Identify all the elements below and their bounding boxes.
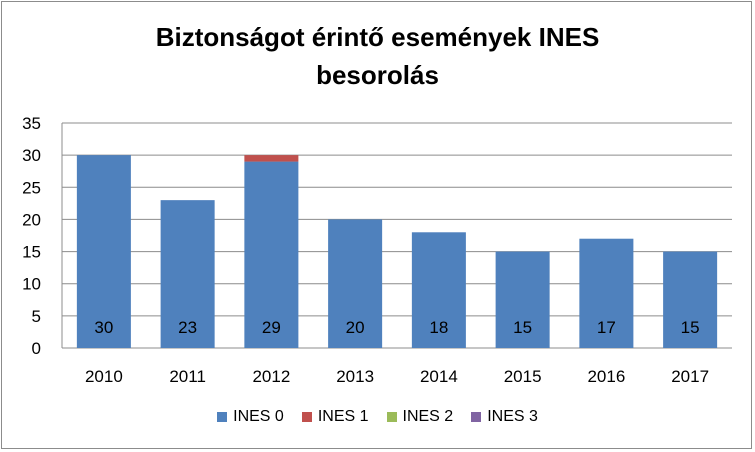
bar-ines-1-2012 [244, 155, 299, 162]
legend-label: INES 0 [233, 408, 284, 425]
bar-ines-0-2010 [76, 155, 131, 348]
x-tick-label-2013: 2013 [336, 367, 374, 386]
y-tick-label: 10 [22, 275, 41, 294]
chart-legend: INES 0 INES 1 INES 2 INES 3 [0, 408, 755, 426]
x-tick-label-2010: 2010 [85, 367, 123, 386]
legend-item-ines-2: INES 2 [386, 408, 454, 426]
chart-title-line-2: besorolás [316, 60, 439, 90]
legend-label: INES 3 [487, 408, 538, 425]
legend-swatch [471, 412, 482, 422]
legend-item-ines-0: INES 0 [217, 408, 284, 426]
x-tick-label-2012: 2012 [252, 367, 290, 386]
bar-ines-0-2016 [579, 238, 634, 348]
y-tick-label: 0 [32, 339, 41, 358]
bar-ines-0-2014 [411, 232, 466, 348]
bar-ines-0-2012 [244, 161, 299, 348]
x-tick-label-2017: 2017 [671, 367, 709, 386]
legend-label: INES 2 [402, 408, 454, 425]
data-label-2010: 30 [94, 318, 113, 337]
bar-ines-0-2013 [328, 219, 383, 348]
data-label-2016: 17 [597, 318, 616, 337]
y-tick-label: 30 [22, 146, 41, 165]
y-tick-label: 25 [22, 178, 41, 197]
data-label-2015: 15 [513, 318, 532, 337]
data-label-2011: 23 [178, 318, 197, 337]
legend-swatch [217, 412, 228, 422]
legend-swatch [386, 412, 397, 422]
legend-item-ines-1: INES 1 [301, 408, 369, 426]
legend-item-ines-3: INES 3 [471, 408, 538, 426]
data-label-2013: 20 [346, 318, 365, 337]
x-tick-label-2015: 2015 [504, 367, 542, 386]
bar-ines-0-2017 [663, 251, 718, 348]
data-label-2012: 29 [262, 318, 281, 337]
data-label-2017: 15 [681, 318, 700, 337]
y-tick-label: 5 [32, 307, 41, 326]
data-label-2014: 18 [429, 318, 448, 337]
x-tick-label-2016: 2016 [587, 367, 625, 386]
bar-ines-0-2015 [495, 251, 550, 348]
x-tick-label-2014: 2014 [420, 367, 458, 386]
bar-ines-0-2011 [160, 200, 215, 348]
y-tick-label: 20 [22, 210, 41, 229]
chart-title: Biztonságot érintő események INES besoro… [0, 18, 755, 94]
y-tick-label: 35 [22, 114, 41, 133]
legend-label: INES 1 [317, 408, 369, 425]
chart-title-line-1: Biztonságot érintő események INES [155, 22, 600, 52]
y-tick-label: 15 [22, 243, 41, 262]
legend-swatch [301, 412, 312, 422]
x-tick-label-2011: 2011 [169, 367, 206, 386]
